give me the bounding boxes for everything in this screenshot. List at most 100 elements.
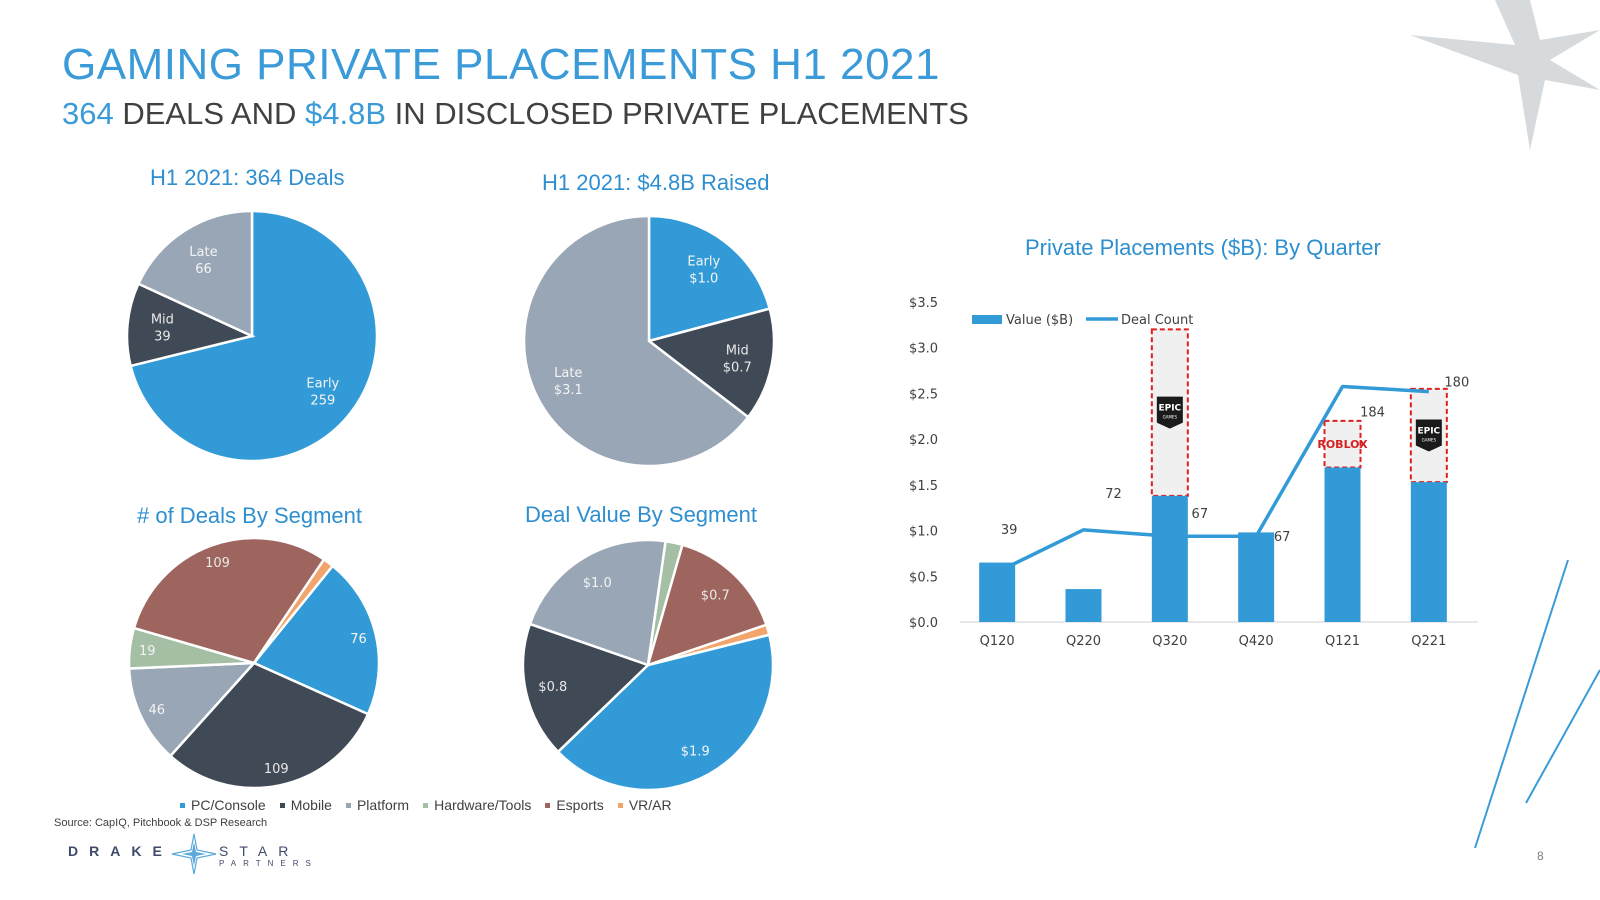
pie-slice-value-label: $0.8 bbox=[538, 680, 567, 695]
deal-count-label: 72 bbox=[1105, 487, 1122, 502]
pie-slice-value-label: 109 bbox=[264, 762, 289, 777]
legend-label: Platform bbox=[356, 797, 410, 813]
chart-title-value-segment: Deal Value By Segment bbox=[525, 502, 757, 527]
legend-item: Esports bbox=[545, 797, 604, 813]
pie-slice-name-label: Late bbox=[554, 366, 582, 381]
legend-item: Hardware/Tools bbox=[423, 797, 531, 813]
pie-slice-name-label: Early bbox=[306, 377, 339, 392]
pie-slice-value-label: 109 bbox=[205, 556, 230, 571]
bar bbox=[1410, 482, 1447, 622]
pie-slice bbox=[252, 557, 335, 664]
svg-text:GAMES: GAMES bbox=[1163, 415, 1178, 420]
legend-item: Mobile bbox=[279, 797, 332, 813]
deal-count-label: 67 bbox=[1192, 507, 1209, 522]
pie-slice-value-label: 66 bbox=[195, 262, 212, 277]
pie-slice-value-label: 76 bbox=[350, 632, 367, 647]
logo-word-star: STAR bbox=[219, 843, 300, 859]
roblox-logo-icon: ROBLOX bbox=[1317, 438, 1368, 451]
pie-slice-name-label: Early bbox=[687, 255, 720, 270]
deal-count-line bbox=[996, 384, 1429, 574]
pie-slice bbox=[125, 282, 256, 368]
x-tick-label: Q320 bbox=[1152, 634, 1187, 649]
chart-legend: Value ($B) Deal Count bbox=[972, 313, 1193, 328]
legend-item: Platform bbox=[345, 797, 410, 813]
pie-slice bbox=[168, 661, 370, 790]
page-title: GAMING PRIVATE PLACEMENTS H1 2021 bbox=[62, 40, 941, 89]
x-tick-label: Q221 bbox=[1411, 634, 1446, 649]
y-tick-label: $0.0 bbox=[909, 616, 938, 631]
subtitle-text-2: IN DISCLOSED PRIVATE PLACEMENTS bbox=[386, 96, 969, 131]
pie-slice-name-label: Mid bbox=[726, 344, 749, 359]
compass-star-icon bbox=[171, 833, 217, 875]
subtitle-deals: 364 bbox=[62, 96, 114, 131]
pie-slice-value-label: 46 bbox=[149, 703, 166, 718]
subtitle-text-1: DEALS AND bbox=[113, 96, 305, 131]
pie-slice-value-label: $0.7 bbox=[701, 588, 730, 603]
pie-slice bbox=[647, 623, 771, 667]
x-tick-label: Q120 bbox=[980, 634, 1015, 649]
pie-slice bbox=[556, 633, 775, 792]
pie-slice bbox=[136, 209, 254, 338]
bar bbox=[979, 562, 1016, 622]
subtitle-value: $4.8B bbox=[304, 96, 386, 131]
pie-slice bbox=[132, 536, 326, 665]
pie-slice bbox=[528, 538, 668, 667]
bar bbox=[1238, 532, 1275, 622]
svg-text:Value ($B): Value ($B) bbox=[1006, 313, 1073, 328]
pie-slice-value-label: $1.0 bbox=[583, 576, 612, 591]
legend-label: Hardware/Tools bbox=[434, 797, 532, 813]
chart-title-deals-segment: # of Deals By Segment bbox=[137, 503, 363, 528]
chart-title-raised: H1 2021: $4.8B Raised bbox=[542, 170, 770, 195]
pie-slice-value-label: $0.7 bbox=[723, 361, 752, 376]
pie-slice bbox=[646, 307, 776, 419]
y-tick-label: $1.5 bbox=[909, 479, 938, 494]
y-tick-label: $3.5 bbox=[909, 296, 938, 311]
pie-slice-value-label: 19 bbox=[139, 644, 156, 659]
x-tick-label: Q121 bbox=[1325, 634, 1360, 649]
y-tick-label: $1.0 bbox=[909, 525, 938, 540]
x-tick-label: Q220 bbox=[1066, 634, 1101, 649]
legend-item: PC/Console bbox=[180, 797, 266, 813]
svg-text:GAMES: GAMES bbox=[1422, 437, 1437, 442]
bar bbox=[1324, 467, 1361, 622]
highlight-box bbox=[1323, 419, 1362, 469]
svg-text:EPIC: EPIC bbox=[1158, 404, 1181, 414]
page-number: 8 bbox=[1537, 849, 1544, 863]
y-tick-label: $2.0 bbox=[909, 433, 938, 448]
bar bbox=[1065, 589, 1102, 622]
decorative-lines bbox=[1474, 559, 1600, 849]
pie-slice-value-label: $1.0 bbox=[689, 272, 718, 287]
pie-slice bbox=[522, 214, 750, 468]
pie-slice bbox=[646, 543, 768, 667]
pie-slice-value-label: $1.9 bbox=[681, 744, 710, 759]
y-tick-label: $0.5 bbox=[909, 570, 938, 585]
legend-item: VR/AR bbox=[617, 797, 672, 813]
pie-slice bbox=[127, 661, 257, 758]
pie-slice-value-label: 259 bbox=[310, 394, 335, 409]
legend-label: PC/Console bbox=[191, 797, 266, 813]
y-tick-label: $3.0 bbox=[909, 342, 938, 357]
deal-count-label: 67 bbox=[1274, 530, 1291, 545]
svg-text:Deal Count: Deal Count bbox=[1121, 313, 1193, 328]
legend-label: VR/AR bbox=[628, 797, 672, 813]
deal-count-label: 184 bbox=[1360, 405, 1385, 420]
y-tick-label: $2.5 bbox=[909, 387, 938, 402]
star-decoration-icon bbox=[1410, 0, 1600, 150]
pie-slice bbox=[252, 564, 381, 716]
chart-title-deals: H1 2021: 364 Deals bbox=[150, 165, 345, 190]
drake-star-logo: DRAKE STAR PARTNERS bbox=[54, 832, 334, 880]
pie-slice-value-label: $3.1 bbox=[554, 383, 583, 398]
source-note: Source: CapIQ, Pitchbook & DSP Research bbox=[54, 817, 268, 829]
deal-count-label: 39 bbox=[1001, 523, 1018, 538]
deal-count-label: 180 bbox=[1444, 376, 1469, 391]
x-tick-label: Q420 bbox=[1239, 634, 1274, 649]
legend-label: Esports bbox=[556, 797, 604, 813]
pie-slice-value-label: 39 bbox=[154, 329, 171, 344]
